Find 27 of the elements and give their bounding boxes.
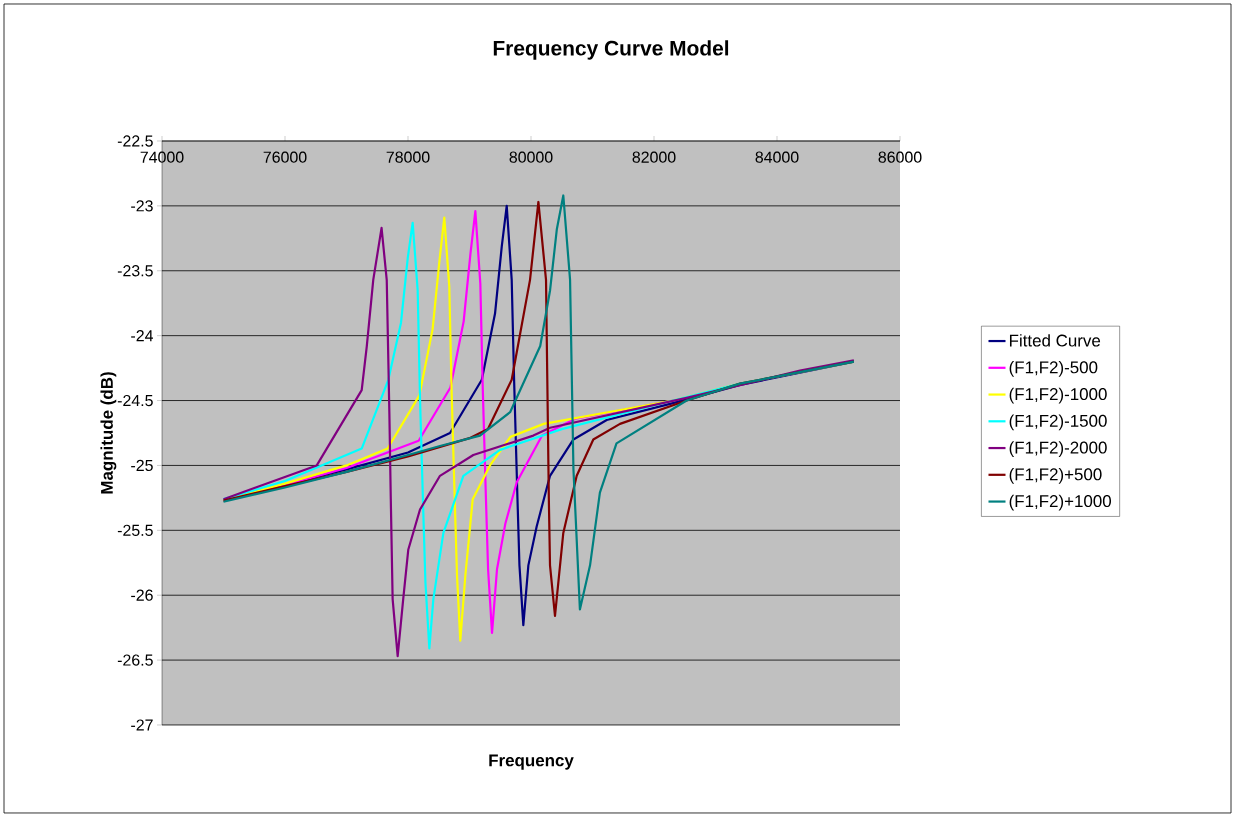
x-tick-label: 76000 bbox=[263, 151, 307, 163]
y-tick-label: -26 bbox=[131, 589, 153, 601]
y-tick-label: -23.5 bbox=[117, 265, 153, 277]
y-axis-title: Magnitude (dB) bbox=[100, 372, 117, 494]
chart-title: Frequency Curve Model bbox=[493, 40, 729, 60]
legend-label: (F1,F2)+1000 bbox=[1009, 494, 1112, 511]
y-tick-label: -24 bbox=[131, 330, 154, 342]
legend-label: (F1,F2)-500 bbox=[1009, 360, 1098, 377]
x-tick-label: 86000 bbox=[878, 151, 922, 163]
y-tick-label: -26.5 bbox=[117, 654, 153, 666]
y-tick-label: -24.5 bbox=[117, 394, 153, 407]
y-tick-label: -25 bbox=[131, 459, 153, 472]
x-axis-title: Frequency bbox=[489, 754, 574, 770]
legend-label: (F1,F2)+500 bbox=[1009, 467, 1102, 484]
x-tick-label: 78000 bbox=[386, 151, 430, 163]
legend-label: (F1,F2)-1500 bbox=[1009, 414, 1107, 431]
y-tick-label: -25.5 bbox=[117, 524, 153, 536]
x-tick-label: 74000 bbox=[140, 151, 184, 163]
legend-label: (F1,F2)-2000 bbox=[1009, 441, 1107, 457]
legend-label: Fitted Curve bbox=[1009, 334, 1101, 347]
x-tick-label: 80000 bbox=[509, 151, 553, 163]
y-tick-label: -22.5 bbox=[117, 135, 153, 147]
x-tick-label: 82000 bbox=[632, 151, 676, 163]
x-tick-label: 84000 bbox=[755, 151, 799, 163]
y-tick-label: -23 bbox=[131, 200, 153, 212]
y-tick-label: -27 bbox=[131, 719, 153, 731]
legend-label: (F1,F2)-1000 bbox=[1009, 387, 1107, 404]
